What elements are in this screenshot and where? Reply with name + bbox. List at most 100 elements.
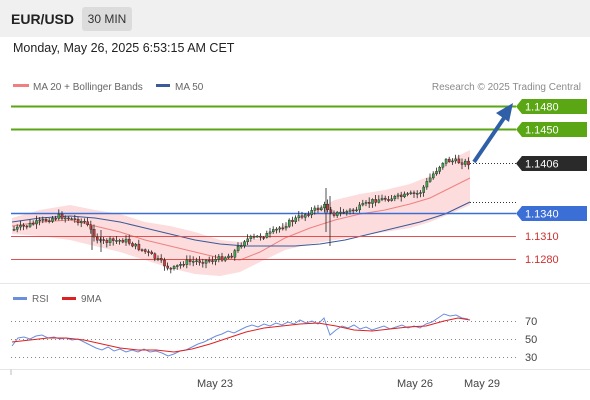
candle-body — [243, 241, 246, 247]
candle-body — [44, 219, 48, 221]
candle-body — [140, 249, 144, 251]
candle-body — [127, 238, 131, 244]
candle-body — [67, 217, 70, 220]
candle-body — [220, 256, 224, 261]
x-label-may26: May 26 — [397, 378, 433, 390]
timeframe-button[interactable]: 30 MIN — [82, 7, 132, 31]
candle-body — [179, 264, 182, 266]
candle-body — [323, 204, 326, 209]
candle-body — [416, 193, 419, 195]
candle-body — [201, 262, 205, 264]
candle-body — [467, 160, 470, 166]
candle-body — [124, 238, 128, 243]
candle-body — [352, 209, 355, 212]
candle-body — [307, 214, 310, 216]
candle-body — [236, 245, 240, 251]
candle-body — [83, 220, 86, 223]
x-label-may23: May 23 — [197, 378, 233, 390]
candle-body — [25, 225, 29, 228]
candle-body — [223, 257, 227, 261]
candle-body — [313, 207, 317, 211]
candle-body — [76, 219, 80, 223]
candle-body — [387, 199, 390, 201]
candle-body — [252, 236, 256, 238]
level-label-1280: 1.1280 — [525, 254, 559, 266]
candle-body — [361, 203, 365, 206]
candle-body — [153, 253, 157, 259]
candle-body — [175, 265, 179, 267]
ma50-legend-label: MA 50 — [175, 82, 204, 93]
arrow-head-icon — [496, 103, 513, 122]
rsi-tick-50: 50 — [525, 334, 537, 346]
candle-body — [256, 235, 259, 238]
candle-body — [99, 239, 102, 241]
rsi-legend-swatch — [13, 297, 27, 300]
candle-body — [214, 259, 218, 262]
candle-body — [63, 217, 67, 220]
candle-body — [281, 227, 285, 230]
candle-body — [188, 259, 192, 262]
level-label-1310: 1.1310 — [525, 231, 559, 243]
candle-body — [41, 219, 45, 221]
candle-body — [233, 250, 237, 258]
candle-body — [259, 235, 262, 238]
candle-body — [304, 214, 307, 218]
candle-body — [137, 243, 141, 250]
candle-body — [195, 260, 198, 262]
candle-body — [95, 236, 99, 241]
candle-body — [185, 259, 189, 265]
candle-body — [425, 181, 429, 188]
candle-body — [79, 220, 83, 223]
candle-body — [348, 209, 352, 212]
candle-body — [32, 223, 35, 225]
candle-body — [310, 210, 314, 216]
candle-body — [339, 211, 342, 214]
candle-body — [111, 238, 115, 241]
candle-body — [156, 258, 160, 260]
candle-body — [435, 171, 438, 175]
timestamp: Monday, May 26, 2025 6:53:15 AM CET — [13, 41, 235, 55]
candle-body — [172, 266, 176, 269]
candle-body — [441, 163, 445, 168]
candle-body — [16, 226, 19, 230]
candle-body — [239, 245, 243, 248]
candle-body — [451, 160, 454, 163]
candle-body — [409, 192, 413, 195]
candle-body — [163, 259, 166, 267]
candle-body — [115, 240, 118, 242]
candle-body — [35, 220, 38, 225]
candle-body — [291, 219, 294, 222]
candle-body — [345, 211, 349, 213]
ma20-line — [11, 177, 471, 261]
candle-body — [159, 258, 163, 261]
candle-body — [294, 217, 298, 222]
candle-body — [412, 192, 416, 195]
candle-body — [51, 218, 54, 222]
candle-body — [342, 211, 346, 214]
candle-body — [105, 240, 109, 243]
candle-body — [38, 219, 41, 222]
last-price-label: 1.1406 — [525, 159, 559, 171]
candle-body — [297, 215, 301, 219]
candle-body — [262, 237, 266, 239]
credit-text: Research © 2025 Trading Central — [432, 82, 581, 93]
candle-body — [419, 192, 422, 194]
candle-body — [150, 251, 154, 254]
candle-body — [432, 173, 435, 179]
candle-body — [12, 229, 16, 231]
chart-header: EUR/USD 30 MIN — [0, 0, 590, 37]
candle-body — [54, 218, 57, 220]
candle-body — [166, 265, 170, 269]
rsi-ma-legend-swatch — [62, 297, 76, 300]
level-label-1450: 1.1450 — [525, 125, 559, 137]
candle-body — [390, 198, 394, 201]
candle-body — [134, 243, 138, 247]
candle-body — [19, 225, 22, 228]
candle-body — [326, 204, 330, 210]
rsi-ma-legend-label: 9MA — [81, 294, 102, 305]
candle-body — [336, 211, 339, 216]
candle-body — [22, 225, 26, 227]
candle-body — [364, 201, 368, 204]
candle-body — [284, 226, 288, 229]
